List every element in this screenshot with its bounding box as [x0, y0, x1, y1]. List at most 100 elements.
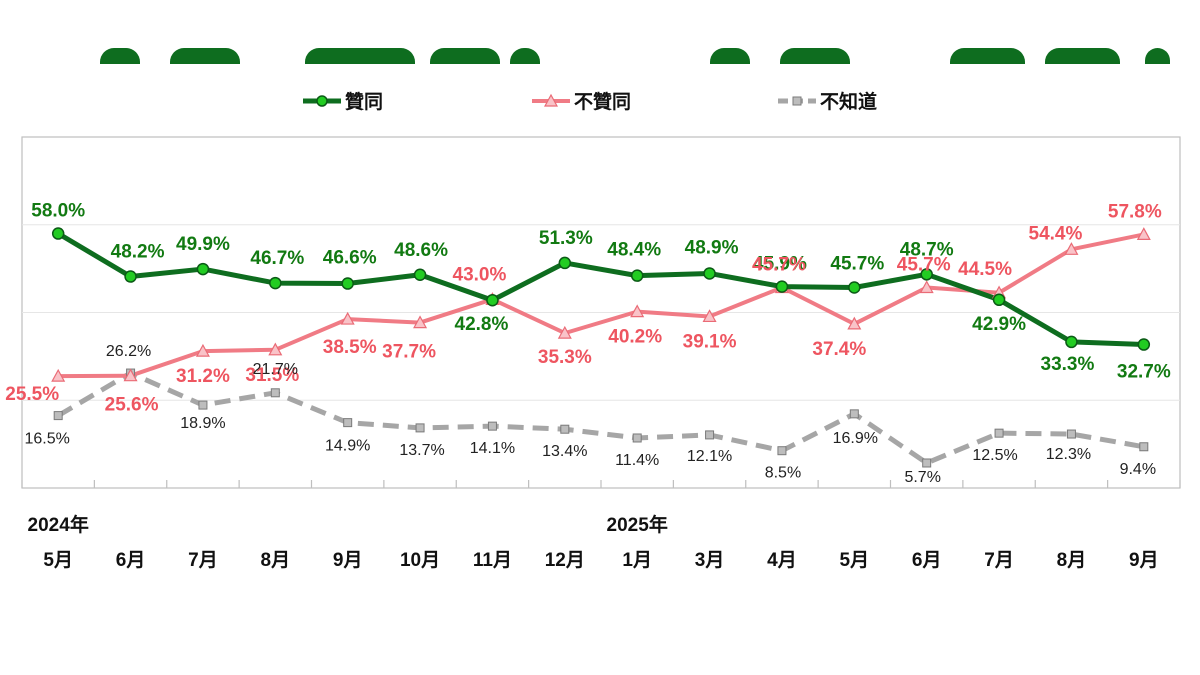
data-point — [1137, 338, 1151, 351]
data-label: 25.6% — [105, 395, 159, 416]
data-point — [51, 227, 65, 240]
series-line-1 — [58, 232, 1145, 379]
data-point — [487, 421, 497, 431]
x-tick-label: 8月 — [261, 550, 291, 571]
data-label: 39.1% — [683, 331, 737, 352]
data-point — [1064, 242, 1079, 255]
data-label: 8.5% — [765, 465, 801, 482]
x-tick-label: 12月 — [545, 550, 585, 571]
data-label: 12.5% — [972, 447, 1017, 464]
data-point — [270, 388, 280, 398]
data-label: 14.1% — [470, 440, 515, 457]
data-label: 45.7% — [897, 254, 951, 275]
data-label: 58.0% — [31, 201, 85, 222]
data-point — [849, 409, 859, 419]
data-point — [630, 269, 644, 282]
x-tick-label: 5月 — [840, 550, 870, 571]
legend-label: 不贊同 — [574, 91, 631, 113]
x-tick-label: 1月 — [622, 550, 652, 571]
legend-marker — [792, 96, 802, 106]
data-point — [1065, 335, 1078, 349]
data-label: 37.7% — [382, 342, 436, 363]
series-line-0 — [56, 231, 1144, 348]
series-line-2 — [56, 370, 1145, 466]
data-label: 18.9% — [180, 415, 225, 432]
data-point — [268, 342, 283, 356]
data-label: 45.7% — [830, 253, 884, 274]
data-point — [195, 343, 210, 357]
data-label: 48.7% — [900, 239, 954, 260]
x-tick-label: 9月 — [333, 550, 363, 571]
data-point — [630, 304, 645, 318]
data-point — [124, 270, 137, 283]
data-point — [413, 268, 427, 282]
data-label: 43.0% — [453, 264, 507, 285]
data-label: 42.9% — [972, 314, 1026, 335]
data-point — [919, 280, 934, 294]
legend-label: 贊同 — [345, 91, 383, 113]
x-tick-label: 10月 — [400, 550, 440, 571]
data-point — [920, 268, 933, 281]
x-tick-label: 3月 — [695, 550, 725, 571]
data-label: 42.8% — [455, 314, 509, 335]
data-label: 12.3% — [1046, 446, 1091, 463]
data-point — [123, 368, 138, 382]
data-label: 26.2% — [106, 343, 151, 360]
data-point — [198, 400, 208, 410]
data-point — [994, 428, 1004, 438]
data-point — [703, 267, 716, 280]
data-point — [557, 325, 572, 339]
x-tick-label: 5月 — [43, 550, 73, 571]
data-label: 46.6% — [323, 248, 377, 269]
x-year-label: 2024年 — [28, 513, 89, 536]
data-label: 37.4% — [812, 339, 866, 360]
data-label: 40.2% — [608, 327, 662, 348]
data-point — [196, 262, 210, 276]
x-tick-label: 7月 — [188, 550, 218, 571]
legend-marker — [316, 95, 328, 107]
x-tick-label: 8月 — [1057, 550, 1087, 571]
data-label: 14.9% — [325, 438, 370, 455]
data-point — [777, 446, 787, 456]
data-point — [1136, 227, 1151, 241]
data-point — [992, 293, 1006, 307]
data-label: 25.5% — [5, 384, 59, 405]
data-point — [340, 311, 355, 325]
data-point — [415, 423, 425, 433]
data-point — [269, 276, 282, 290]
data-point — [53, 411, 63, 421]
data-label: 45.9% — [753, 254, 807, 275]
data-label: 31.2% — [176, 366, 230, 387]
data-point — [1139, 442, 1149, 452]
data-point — [486, 293, 499, 307]
data-label: 54.4% — [1029, 223, 1083, 244]
data-point — [702, 309, 717, 323]
data-point — [848, 281, 861, 294]
data-point — [343, 418, 353, 428]
legend-label: 不知道 — [820, 90, 877, 113]
x-year-label: 2025年 — [607, 513, 668, 536]
data-label: 44.5% — [958, 259, 1012, 280]
data-label: 45.7% — [752, 254, 806, 275]
data-label: 32.7% — [1117, 362, 1171, 383]
data-label: 49.9% — [176, 234, 230, 255]
data-label: 5.7% — [904, 469, 940, 486]
data-label: 48.6% — [394, 240, 448, 261]
data-label: 35.3% — [538, 347, 592, 368]
data-point — [413, 315, 428, 329]
data-point — [560, 424, 570, 434]
data-point — [847, 316, 862, 330]
x-tick-label: 9月 — [1129, 550, 1159, 571]
data-label: 51.3% — [539, 228, 593, 249]
data-point — [1066, 429, 1076, 439]
data-label: 16.9% — [833, 430, 878, 447]
data-label: 31.5% — [245, 365, 299, 386]
data-point — [775, 280, 789, 293]
data-point — [705, 430, 715, 440]
data-label: 12.1% — [687, 448, 732, 465]
x-tick-label: 11月 — [473, 550, 512, 571]
data-label: 13.7% — [399, 442, 444, 459]
data-point — [632, 433, 642, 443]
